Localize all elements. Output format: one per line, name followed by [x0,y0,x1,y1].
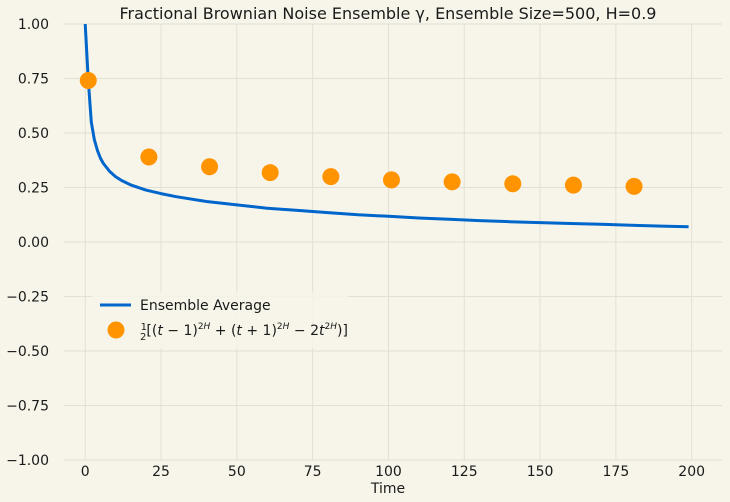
x-tick-label: 0 [81,464,90,480]
x-tick-label: 50 [228,464,246,480]
x-tick-label: 175 [603,464,630,480]
y-tick-label: 0.25 [18,181,49,197]
legend-marker-swatch [107,321,125,339]
x-tick-label: 150 [527,464,554,480]
scatter-point [625,177,643,195]
y-tick-label: 0.00 [18,235,49,251]
x-tick-label: 100 [375,464,402,480]
scatter-point [201,158,219,176]
legend-box [92,292,348,348]
y-tick-label: −1.00 [6,453,49,469]
scatter-point [79,71,97,89]
y-tick-label: −0.75 [6,399,49,415]
x-tick-label: 25 [152,464,170,480]
y-tick-label: −0.50 [6,344,49,360]
axis-ticks: 0 25 50 75 100 125 150 175 200 −1.00 −0.75 −0.50 −0.… [6,17,705,480]
y-tick-label: 0.75 [18,72,49,88]
chart-title: Fractional Brownian Noise Ensemble γ, En… [120,4,657,23]
x-tick-label: 75 [304,464,322,480]
legend-label-ensemble-average: Ensemble Average [140,298,271,314]
x-tick-label: 200 [678,464,705,480]
scatter-point [504,175,522,193]
plot-area [79,24,689,229]
scatter-point [443,173,461,191]
scatter-point [564,176,582,194]
legend-label-formula: 1 2[(t − 1)2H + (t + 1)2H − 2t2H)] [140,322,348,343]
grid [64,23,722,461]
x-axis-label: Time [370,481,405,497]
scatter-point [322,168,340,186]
scatter-point [382,171,400,189]
series-line-ensemble-average [83,24,689,229]
y-tick-label: 1.00 [18,17,49,33]
y-tick-label: 0.50 [18,126,49,142]
y-tick-label: −0.25 [6,290,49,306]
x-tick-label: 125 [451,464,478,480]
scatter-point [140,148,158,166]
scatter-point [261,164,279,182]
legend: Ensemble Average 1 2[(t − 1)2H + (t + 1)2… [92,292,348,348]
